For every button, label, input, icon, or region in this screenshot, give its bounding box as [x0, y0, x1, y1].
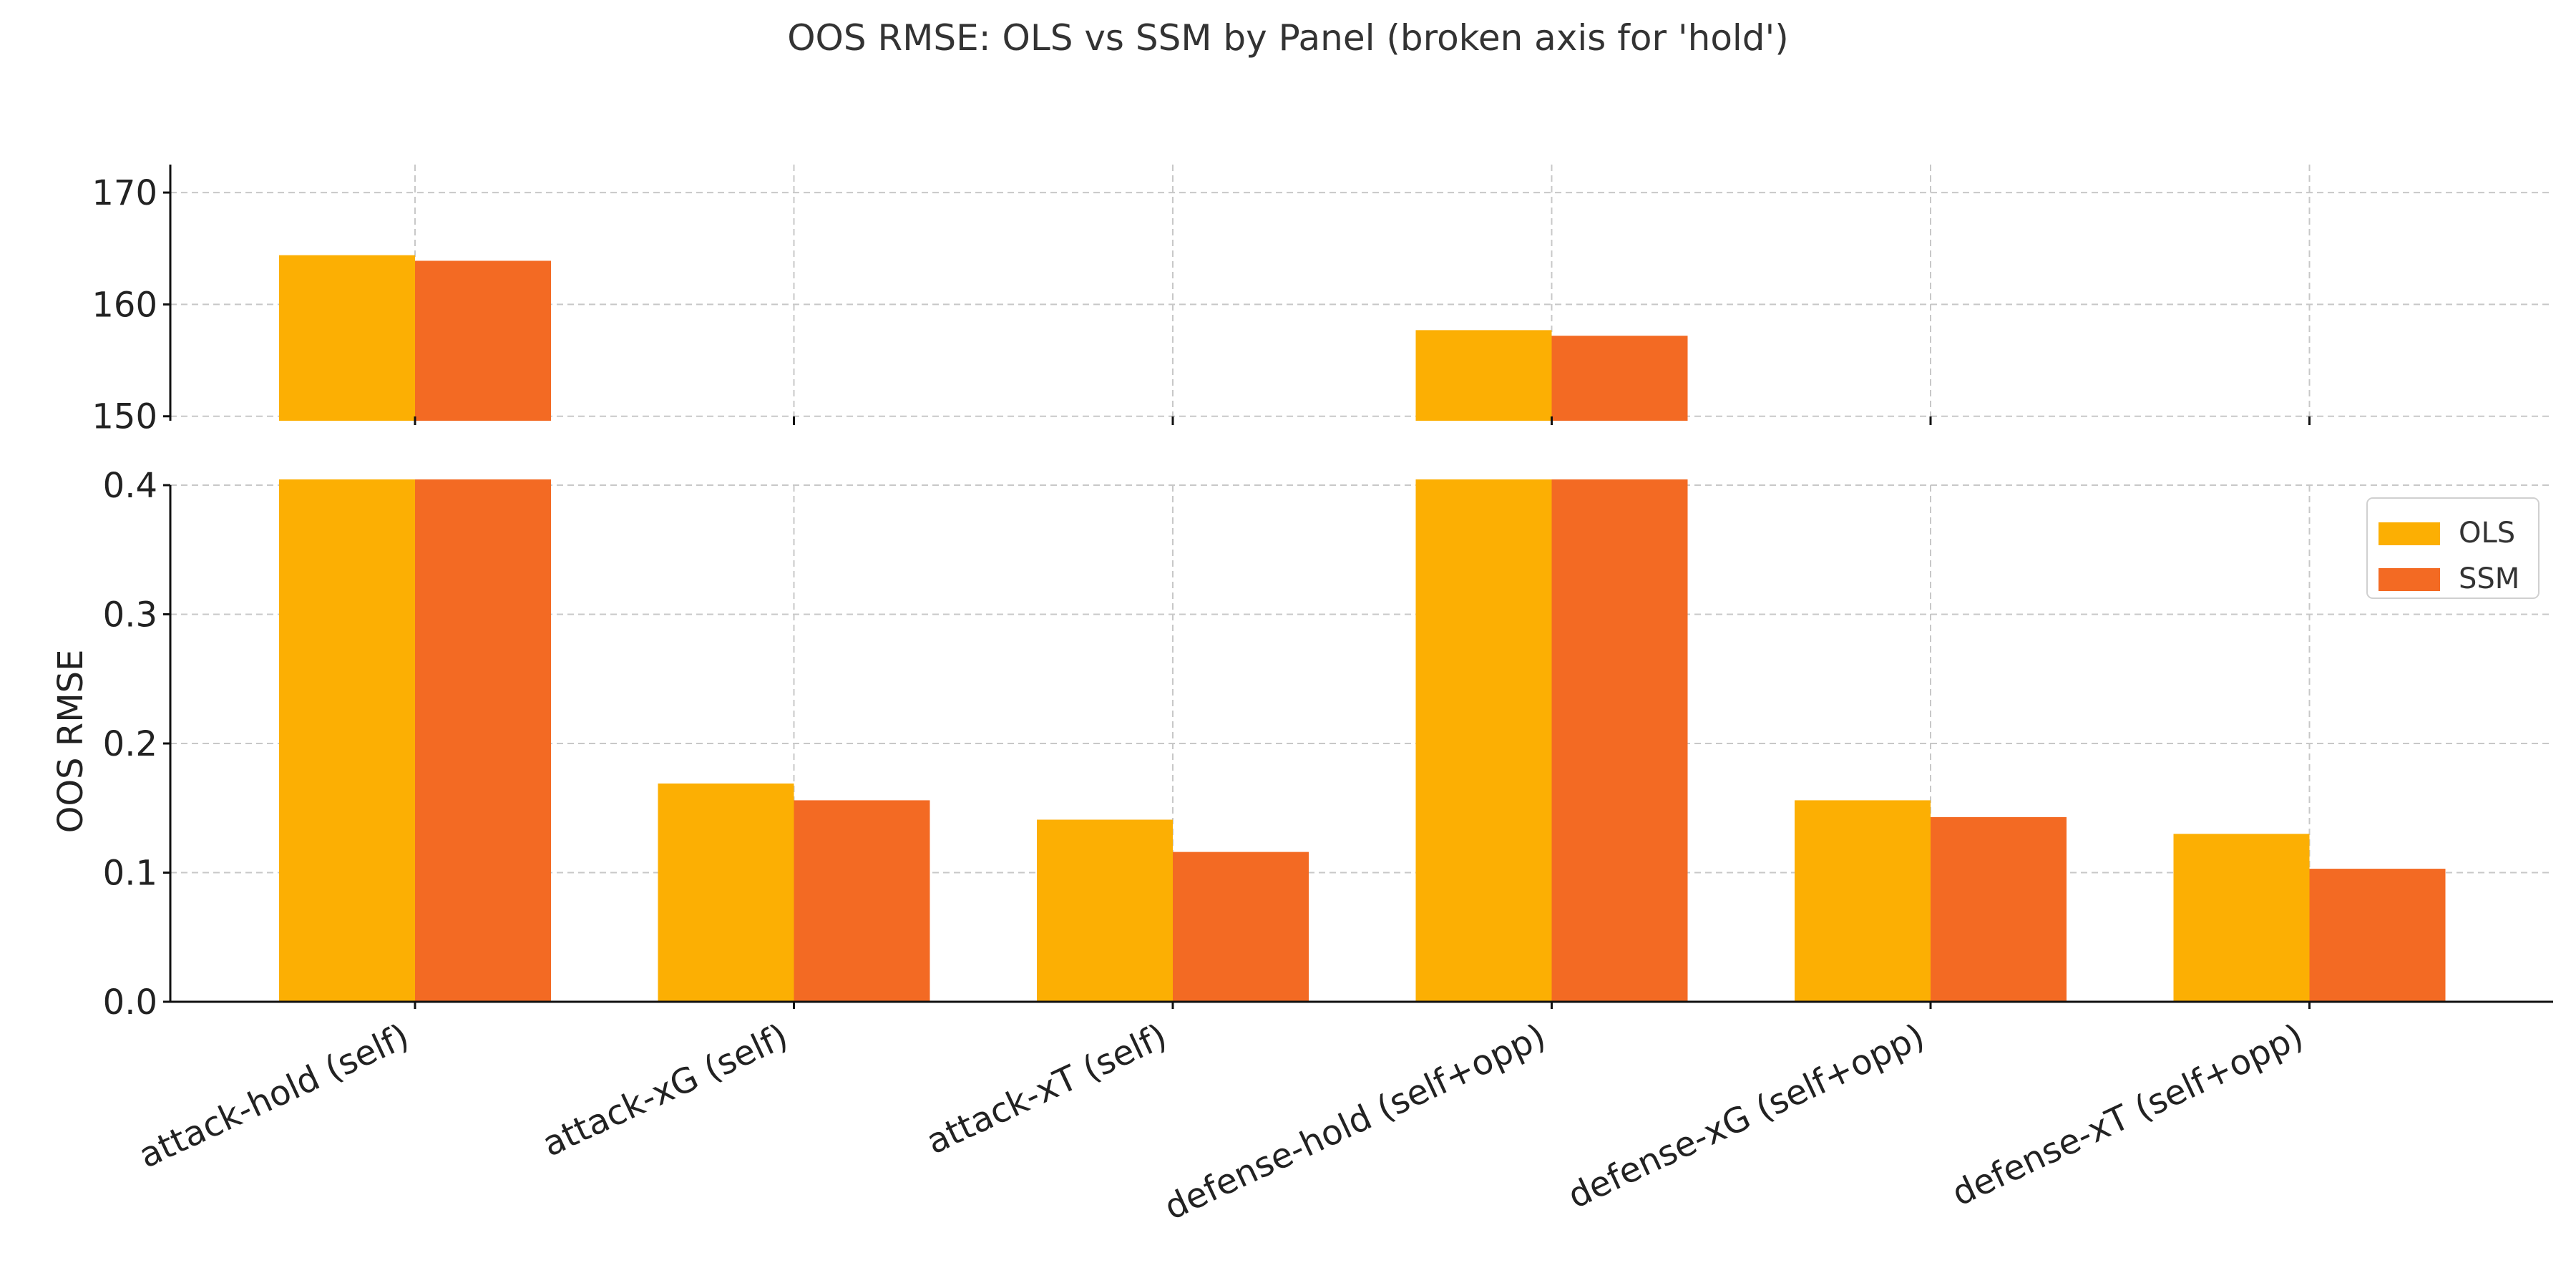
legend-swatch-ssm	[2379, 568, 2440, 591]
bar-ols-upper	[1415, 330, 1552, 421]
y-tick-labels: 150 160 170 0.0 0.1 0.2 0.3 0.4	[92, 173, 157, 1023]
upper-y-tick-label: 150	[92, 397, 157, 437]
bar-ssm	[794, 800, 930, 1002]
lower-panel-grid	[170, 484, 2553, 1002]
bar-ssm-lower	[1551, 479, 1688, 1002]
lower-y-tick-label: 0.3	[103, 595, 157, 635]
chart-title: OOS RMSE: OLS vs SSM by Panel (broken ax…	[787, 17, 1789, 59]
bar-ssm	[2309, 869, 2446, 1002]
bar-ssm-lower	[415, 479, 551, 1002]
bars	[279, 255, 2446, 1002]
lower-y-tick-label: 0.0	[103, 982, 157, 1023]
bar-ssm-upper	[415, 260, 551, 421]
x-tick-label: attack-xT (self)	[920, 1016, 1173, 1162]
bar-ssm	[1931, 816, 2067, 1002]
lower-y-tick-label: 0.4	[103, 466, 157, 506]
legend-label-ssm: SSM	[2459, 562, 2519, 595]
bar-ols	[2173, 834, 2310, 1002]
bar-ols	[1037, 819, 1173, 1002]
bar-ols-lower	[279, 479, 415, 1002]
axes	[163, 165, 2553, 1009]
upper-y-tick-label: 170	[92, 173, 157, 213]
x-tick-label: attack-xG (self)	[537, 1016, 794, 1165]
legend-label-ols: OLS	[2459, 517, 2515, 550]
legend-swatch-ols	[2379, 522, 2440, 545]
legend: OLS SSM	[2366, 497, 2540, 599]
x-tick-label: attack-hold (self)	[133, 1016, 415, 1176]
lower-y-tick-label: 0.2	[103, 724, 157, 764]
x-tick-labels: attack-hold (self) attack-xG (self) attack…	[133, 1016, 2310, 1228]
bar-ols	[658, 783, 794, 1002]
bar-ssm	[1173, 852, 1309, 1002]
lower-y-tick-label: 0.1	[103, 854, 157, 894]
x-tick-label: defense-xG (self+opp)	[1562, 1016, 1931, 1216]
bar-ols-upper	[279, 255, 415, 421]
x-tick-label: defense-xT (self+opp)	[1946, 1016, 2310, 1214]
upper-panel-grid	[170, 165, 2553, 421]
bar-ssm-upper	[1551, 336, 1688, 421]
upper-y-tick-label: 160	[92, 285, 157, 325]
x-tick-label: defense-hold (self+opp)	[1158, 1016, 1552, 1228]
y-axis-label: OOS RMSE	[51, 650, 91, 834]
bar-ols	[1795, 800, 1931, 1002]
bar-ols-lower	[1415, 479, 1552, 1002]
